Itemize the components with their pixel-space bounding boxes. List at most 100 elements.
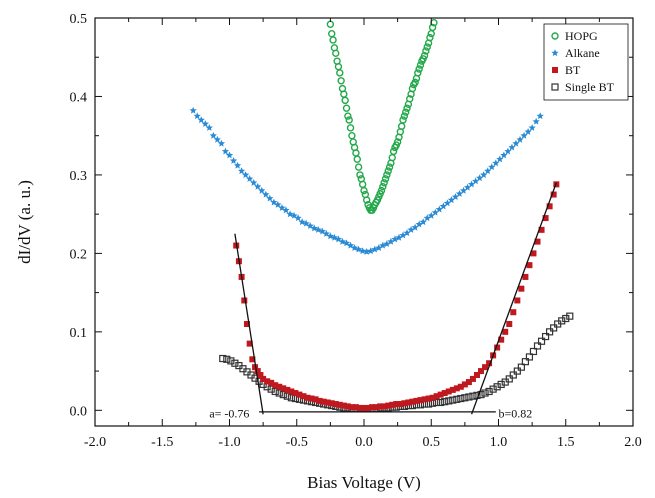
legend-marker [551,49,559,57]
data-point [282,206,290,214]
data-point [266,194,274,202]
data-point [356,171,364,179]
data-point [254,182,262,190]
data-point [493,383,501,391]
data-point [385,402,392,409]
data-point [399,116,407,124]
data-point [320,398,327,405]
y-axis-title: dI/dV (a. u.) [15,180,34,264]
data-point [371,245,379,253]
series-single-bt [219,312,574,413]
data-point [459,186,468,194]
data-point [427,211,435,219]
data-point [417,397,424,404]
data-point [296,391,303,398]
data-point [233,161,242,169]
data-point [342,104,351,112]
data-point [533,342,542,350]
data-point [353,155,361,163]
data-point [336,69,344,77]
data-point [525,353,534,361]
data-point [332,401,339,408]
data-point [477,391,485,399]
data-point [375,244,383,251]
x-tick-label: 1.0 [490,435,508,450]
x-tick-label: 2.0 [624,435,642,450]
data-point [526,262,533,269]
data-point [304,394,311,401]
data-point [393,138,402,146]
y-tick-label: 0.1 [70,326,88,341]
data-point [433,398,441,407]
y-tick-label: 0.0 [70,404,88,419]
legend: HOPG Alkane BT Single BT [543,23,629,101]
data-point [492,159,500,167]
legend-marker [551,83,559,91]
data-point [498,336,505,343]
data-point [516,135,524,143]
data-point [423,43,431,51]
data-point [441,398,449,406]
data-point [550,324,558,332]
data-point [435,205,443,213]
data-point [337,77,345,85]
data-point [292,390,299,397]
data-point [423,214,431,222]
data-point [329,36,337,44]
legend-label: Alkane [565,46,600,60]
data-point [530,250,537,257]
data-point [494,344,501,351]
data-point [408,84,417,93]
x-tick-label: 0.5 [423,435,441,450]
data-point [465,393,473,401]
y-tick-label: 0.2 [70,247,88,262]
data-point [403,104,411,112]
data-point [484,167,492,175]
data-point [453,385,460,392]
data-point [529,347,538,356]
data-point [439,202,447,210]
data-point [241,297,248,304]
data-point [356,404,363,411]
data-point [326,20,335,28]
data-point [461,381,468,388]
data-point [336,401,343,408]
data-point [379,241,387,249]
data-point [257,372,264,378]
data-point [447,196,456,204]
data-point [400,112,409,120]
data-point [449,396,457,404]
x-tick-label: -1.0 [218,435,240,450]
data-point [502,328,509,335]
data-point [345,116,353,124]
data-point [541,332,550,341]
data-point [250,178,258,186]
data-point [283,392,291,400]
data-point [534,238,541,245]
data-point [517,363,525,371]
data-point [443,199,451,207]
axes: -2.0 -1.5 -1.0 -0.5 0.0 0.5 1.0 1.5 2.0 0.0 0.1 0.2… [70,12,642,450]
data-point [393,401,400,408]
data-point [457,383,464,390]
data-point [205,124,213,131]
x-tick-label: -1.5 [151,435,173,450]
data-point [415,65,423,73]
data-point [403,229,411,237]
data-point [274,200,282,208]
data-point [472,177,480,185]
data-point [344,112,352,120]
data-point [189,106,197,114]
data-point [431,208,439,216]
data-point [455,189,464,197]
data-point [536,112,544,120]
data-point [485,387,493,396]
data-point [316,397,323,404]
data-point [391,235,399,243]
data-point [246,340,253,347]
data-point [433,393,440,400]
data-point [512,139,520,147]
data-point [276,383,283,390]
legend-label: HOPG [565,29,598,43]
data-point [288,388,295,395]
